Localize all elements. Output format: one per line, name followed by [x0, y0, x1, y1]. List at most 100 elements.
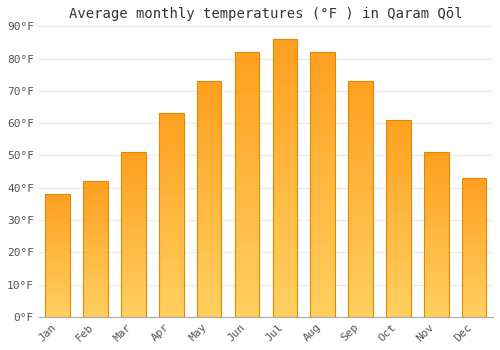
Bar — [234, 201, 260, 204]
Bar — [84, 283, 108, 285]
Bar — [234, 251, 260, 254]
Bar — [46, 199, 70, 200]
Bar — [197, 96, 222, 99]
Bar — [234, 145, 260, 148]
Bar — [46, 251, 70, 252]
Bar — [46, 219, 70, 220]
Bar — [121, 175, 146, 177]
Bar — [310, 135, 335, 138]
Bar — [424, 284, 448, 286]
Bar — [159, 139, 184, 141]
Bar — [386, 275, 410, 278]
Bar — [386, 231, 410, 233]
Bar — [234, 277, 260, 280]
Bar — [310, 191, 335, 194]
Bar — [386, 127, 410, 130]
Bar — [234, 141, 260, 145]
Bar — [46, 289, 70, 291]
Bar — [46, 249, 70, 251]
Bar — [386, 221, 410, 223]
Bar — [46, 308, 70, 309]
Bar — [84, 198, 108, 200]
Bar — [348, 308, 373, 311]
Bar — [424, 313, 448, 315]
Bar — [310, 164, 335, 168]
Bar — [159, 233, 184, 236]
Bar — [348, 205, 373, 208]
Bar — [310, 95, 335, 98]
Bar — [310, 82, 335, 85]
Bar — [197, 193, 222, 196]
Bar — [462, 183, 486, 185]
Bar — [159, 208, 184, 210]
Bar — [121, 259, 146, 261]
Bar — [84, 232, 108, 234]
Bar — [234, 234, 260, 237]
Bar — [234, 158, 260, 161]
Bar — [386, 172, 410, 174]
Bar — [197, 302, 222, 305]
Bar — [159, 121, 184, 124]
Bar — [197, 146, 222, 149]
Bar — [84, 307, 108, 308]
Bar — [84, 191, 108, 193]
Bar — [159, 266, 184, 268]
Bar — [310, 184, 335, 188]
Bar — [159, 167, 184, 169]
Bar — [84, 203, 108, 205]
Bar — [386, 145, 410, 147]
Bar — [310, 214, 335, 218]
Bar — [462, 293, 486, 294]
Bar — [310, 121, 335, 125]
Bar — [84, 261, 108, 262]
Bar — [84, 313, 108, 315]
Bar — [121, 313, 146, 315]
Bar — [348, 84, 373, 87]
Bar — [121, 167, 146, 169]
Bar — [462, 204, 486, 206]
Bar — [121, 304, 146, 307]
Bar — [46, 275, 70, 277]
Bar — [46, 268, 70, 269]
Bar — [121, 199, 146, 202]
Bar — [424, 160, 448, 162]
Bar — [159, 256, 184, 258]
Bar — [462, 300, 486, 301]
Bar — [46, 200, 70, 202]
Bar — [310, 105, 335, 108]
Bar — [121, 208, 146, 210]
Bar — [197, 119, 222, 122]
Bar — [234, 260, 260, 264]
Bar — [159, 248, 184, 251]
Bar — [159, 258, 184, 261]
Bar — [84, 293, 108, 295]
Bar — [386, 278, 410, 280]
Bar — [272, 279, 297, 282]
Bar — [234, 108, 260, 112]
Bar — [159, 284, 184, 286]
Bar — [197, 246, 222, 249]
Bar — [462, 294, 486, 296]
Bar — [348, 146, 373, 149]
Bar — [234, 307, 260, 310]
Bar — [424, 274, 448, 276]
Bar — [46, 297, 70, 299]
Bar — [310, 237, 335, 241]
Bar — [424, 239, 448, 241]
Bar — [197, 223, 222, 225]
Bar — [84, 200, 108, 202]
Bar — [348, 161, 373, 164]
Bar — [424, 292, 448, 294]
Bar — [462, 215, 486, 216]
Bar — [348, 211, 373, 214]
Bar — [197, 285, 222, 287]
Bar — [462, 304, 486, 306]
Bar — [462, 284, 486, 286]
Bar — [386, 214, 410, 216]
Bar — [121, 210, 146, 212]
Bar — [272, 188, 297, 192]
Bar — [46, 236, 70, 237]
Bar — [197, 190, 222, 193]
Bar — [386, 304, 410, 307]
Bar — [159, 218, 184, 220]
